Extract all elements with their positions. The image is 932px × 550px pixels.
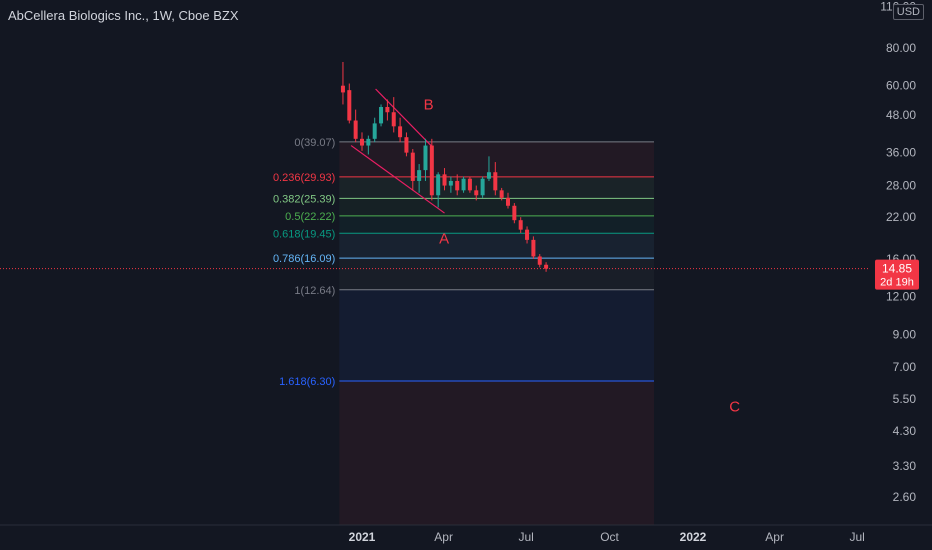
fib-bands [339, 141, 655, 529]
bar-countdown: 2d 19h [880, 277, 914, 289]
y-tick-label: 2.60 [893, 490, 917, 504]
x-tick-label: Oct [600, 530, 619, 544]
candle-body [410, 152, 415, 181]
fib-levels: 0(39.07) 0.236(29.93) 0.382(25.39) 0.5(22.2… [273, 137, 655, 536]
candle-body [366, 138, 371, 146]
candle-body [493, 172, 498, 191]
candle-body [506, 197, 511, 206]
y-tick-label: 12.00 [886, 290, 916, 304]
last-price-value: 14.85 [882, 262, 912, 276]
price-axis: 110.0080.0060.0048.0036.0028.0022.0016.0… [870, 0, 932, 550]
candle-body [398, 126, 403, 138]
time-axis-bg [0, 525, 932, 550]
y-tick-label: 48.00 [886, 108, 916, 122]
candle-body [429, 145, 434, 196]
fib-level-label: 0.618(19.45) [273, 228, 335, 240]
candle-body [442, 174, 447, 186]
wave-labels: B A C [424, 97, 741, 416]
fib-level-label: 0.382(25.39) [273, 193, 335, 205]
x-tick-label: 2022 [680, 530, 707, 544]
fib-level-label: 1.618(6.30) [279, 376, 335, 388]
candle-body [537, 256, 542, 265]
fib-band [339, 381, 655, 529]
chart-title: AbCellera Biologics Inc., 1W, Cboe BZX [8, 8, 239, 23]
last-price-tag [875, 259, 919, 290]
trendline [375, 88, 434, 148]
x-tick-label: Apr [765, 530, 784, 544]
candle-body [518, 220, 523, 230]
candle-body [372, 123, 377, 139]
trendlines [350, 88, 445, 214]
candle-body [360, 138, 364, 146]
wave-label: B [424, 97, 434, 114]
candle-body [347, 90, 352, 121]
candle-body [525, 229, 530, 240]
y-tick-label: 4.30 [893, 424, 917, 438]
candle-body [461, 178, 466, 191]
candle-body [448, 180, 453, 186]
fib-level-label: 0.786(16.09) [273, 253, 335, 265]
candle-body [499, 190, 504, 198]
y-tick-label: 3.30 [893, 459, 917, 473]
x-tick-label: Jul [849, 530, 864, 544]
candle-body [531, 239, 536, 257]
fib-band [339, 141, 655, 177]
candle-body [544, 264, 549, 269]
fib-level-label: 0(39.07) [294, 137, 335, 149]
fib-band [339, 215, 655, 234]
candle-body [404, 137, 409, 153]
fib-band [339, 198, 655, 216]
time-axis: 2021 Apr Jul Oct 2022 Apr Jul [0, 524, 932, 550]
y-tick-label: 22.00 [886, 210, 916, 224]
candle-body [391, 112, 396, 127]
fib-level-label: 0.5(22.22) [285, 211, 335, 223]
fib-band [339, 289, 655, 382]
currency-badge[interactable]: USD [892, 4, 924, 20]
candle-body [480, 178, 485, 196]
fib-level-label: 0.236(29.93) [273, 172, 335, 184]
fib-level-label: 1(12.64) [294, 285, 335, 297]
x-tick-label: Apr [434, 530, 453, 544]
wave-label: A [439, 230, 449, 247]
candle-body [385, 106, 390, 113]
wave-label: C [729, 398, 740, 415]
fib-band [339, 258, 655, 290]
y-tick-label: 7.00 [893, 360, 917, 374]
candle-body [467, 178, 472, 191]
candle-body [474, 190, 479, 196]
fib-band [339, 233, 655, 259]
candles [340, 61, 549, 272]
candle-body [340, 85, 345, 93]
y-tick-label: 9.00 [893, 327, 917, 341]
y-tick-label: 80.00 [886, 41, 916, 55]
y-tick-label: 5.50 [893, 392, 917, 406]
y-tick-label: 60.00 [886, 79, 916, 93]
y-tick-label: 28.00 [886, 179, 916, 193]
candle-body [486, 172, 491, 179]
candle-body [512, 205, 517, 221]
candle-body [353, 120, 358, 139]
x-tick-label: 2021 [349, 530, 376, 544]
trendline [350, 145, 445, 214]
candle-body [379, 106, 384, 124]
candle-body [436, 174, 441, 196]
y-tick-label: 36.00 [886, 146, 916, 160]
candle-body [423, 145, 428, 171]
candle-body [455, 180, 460, 191]
candle-body [417, 170, 422, 181]
x-tick-label: Jul [518, 530, 533, 544]
